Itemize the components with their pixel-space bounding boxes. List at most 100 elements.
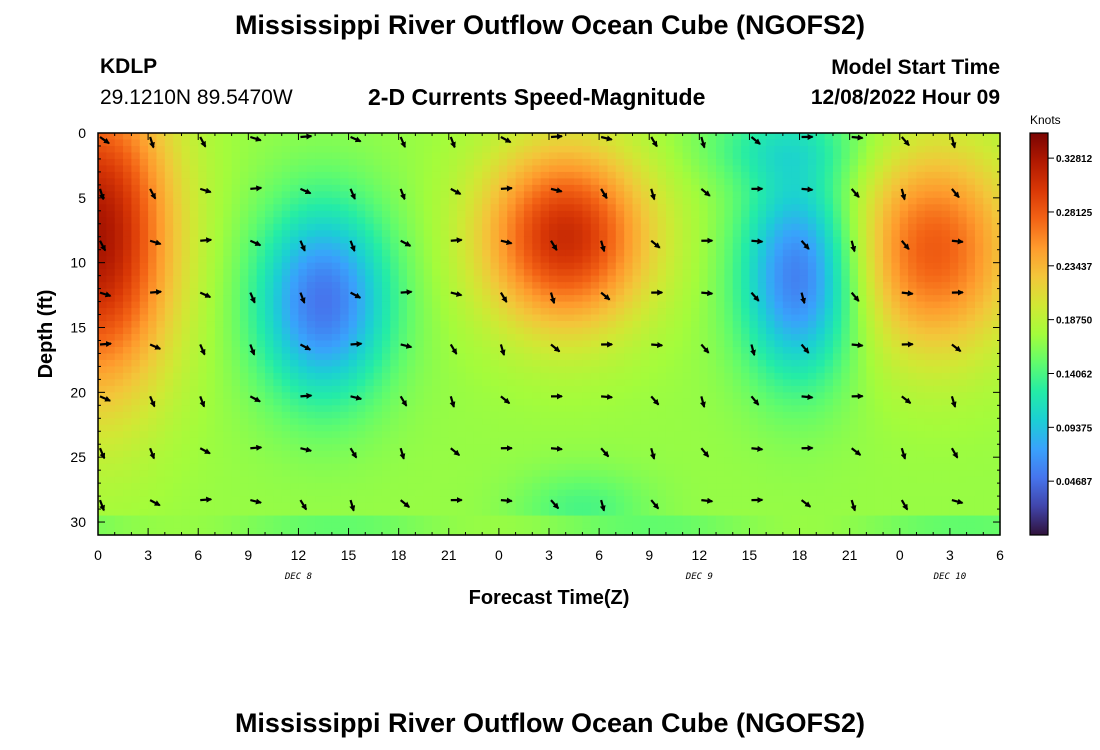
heat-cell bbox=[741, 269, 751, 277]
heat-cell bbox=[665, 366, 675, 374]
heat-cell bbox=[657, 450, 667, 458]
heat-cell bbox=[582, 385, 592, 393]
heat-cell bbox=[473, 334, 483, 342]
heat-cell bbox=[432, 418, 442, 426]
heat-cell bbox=[640, 483, 650, 491]
heat-cell bbox=[457, 470, 467, 478]
heat-cell bbox=[757, 476, 767, 484]
heat-cell bbox=[298, 496, 308, 504]
heat-cell bbox=[306, 522, 316, 530]
heat-cell bbox=[490, 133, 500, 141]
heat-cell bbox=[214, 450, 224, 458]
heat-cell bbox=[256, 522, 266, 530]
heat-cell bbox=[156, 340, 166, 348]
heat-cell bbox=[690, 243, 700, 251]
heat-cell bbox=[448, 295, 458, 303]
heat-cell bbox=[198, 145, 208, 154]
heat-cell bbox=[156, 243, 166, 251]
heat-cell bbox=[323, 522, 333, 530]
heat-cell bbox=[549, 528, 558, 536]
heat-cell bbox=[156, 165, 166, 173]
heat-cell bbox=[707, 437, 717, 445]
heat-cell bbox=[340, 476, 350, 484]
heat-cell bbox=[599, 470, 609, 478]
heat-cell bbox=[407, 424, 416, 432]
heat-cell bbox=[473, 191, 483, 199]
heat-cell bbox=[457, 243, 467, 251]
heat-cell bbox=[356, 204, 366, 212]
heat-cell bbox=[206, 152, 216, 160]
heat-cell bbox=[306, 340, 316, 348]
heat-cell bbox=[407, 184, 416, 192]
heat-cell bbox=[189, 321, 199, 329]
heat-cell bbox=[699, 411, 709, 419]
heat-cell bbox=[432, 411, 442, 419]
heat-cell bbox=[682, 515, 692, 523]
heat-cell bbox=[373, 502, 383, 510]
heat-cell bbox=[131, 314, 141, 322]
heat-cell bbox=[523, 424, 533, 432]
heat-cell bbox=[607, 308, 617, 316]
heat-cell bbox=[523, 483, 533, 491]
heat-cell bbox=[532, 346, 542, 355]
heat-cell bbox=[699, 158, 709, 167]
heat-cell bbox=[114, 197, 124, 205]
heat-cell bbox=[231, 418, 241, 426]
heat-cell bbox=[540, 295, 550, 303]
heat-cell bbox=[239, 437, 249, 445]
heat-cell bbox=[156, 314, 166, 322]
heat-cell bbox=[106, 295, 116, 303]
heat-cell bbox=[523, 210, 533, 218]
heat-cell bbox=[131, 269, 141, 277]
heat-cell bbox=[565, 295, 575, 303]
heat-cell bbox=[457, 398, 467, 406]
heat-cell bbox=[123, 398, 133, 406]
heat-cell bbox=[315, 269, 325, 277]
heat-cell bbox=[323, 515, 333, 523]
heat-cell bbox=[574, 288, 584, 296]
heat-cell bbox=[373, 223, 383, 231]
heat-cell bbox=[540, 515, 550, 523]
heat-cell bbox=[281, 405, 291, 413]
heat-cell bbox=[523, 392, 533, 400]
heat-cell bbox=[265, 528, 274, 536]
heat-cell bbox=[657, 340, 667, 348]
heat-cell bbox=[574, 392, 584, 400]
heat-cell bbox=[348, 165, 358, 173]
heat-cell bbox=[256, 145, 266, 154]
heat-cell bbox=[624, 223, 634, 231]
heat-cell bbox=[148, 424, 158, 432]
heat-cell bbox=[273, 463, 283, 471]
heat-cell bbox=[356, 243, 366, 251]
heat-cell bbox=[340, 483, 350, 491]
heat-cell bbox=[231, 489, 241, 497]
heat-cell bbox=[114, 437, 124, 445]
heat-cell bbox=[473, 145, 483, 154]
heat-cell bbox=[189, 522, 199, 530]
heat-cell bbox=[749, 230, 759, 238]
heat-cell bbox=[290, 165, 300, 173]
heat-cell bbox=[106, 470, 116, 478]
heat-cell bbox=[198, 522, 208, 530]
heat-cell bbox=[223, 133, 233, 141]
heat-cell bbox=[624, 483, 634, 491]
heat-cell bbox=[432, 197, 442, 205]
heat-cell bbox=[156, 528, 166, 536]
heat-cell bbox=[482, 178, 492, 186]
heat-cell bbox=[298, 528, 308, 536]
heat-cell bbox=[549, 476, 558, 484]
heat-cell bbox=[131, 308, 141, 316]
heat-cell bbox=[423, 178, 433, 186]
heat-cell bbox=[741, 184, 751, 192]
heat-cell bbox=[390, 301, 400, 309]
heat-cell bbox=[290, 476, 300, 484]
heat-cell bbox=[231, 249, 241, 257]
heat-cell bbox=[657, 489, 667, 497]
heat-cell bbox=[749, 165, 759, 173]
heat-cell bbox=[306, 314, 316, 322]
heat-cell bbox=[540, 139, 550, 147]
heat-cell bbox=[281, 223, 291, 231]
heat-cell bbox=[173, 424, 183, 432]
heat-cell bbox=[549, 463, 558, 471]
heat-cell bbox=[599, 385, 609, 393]
